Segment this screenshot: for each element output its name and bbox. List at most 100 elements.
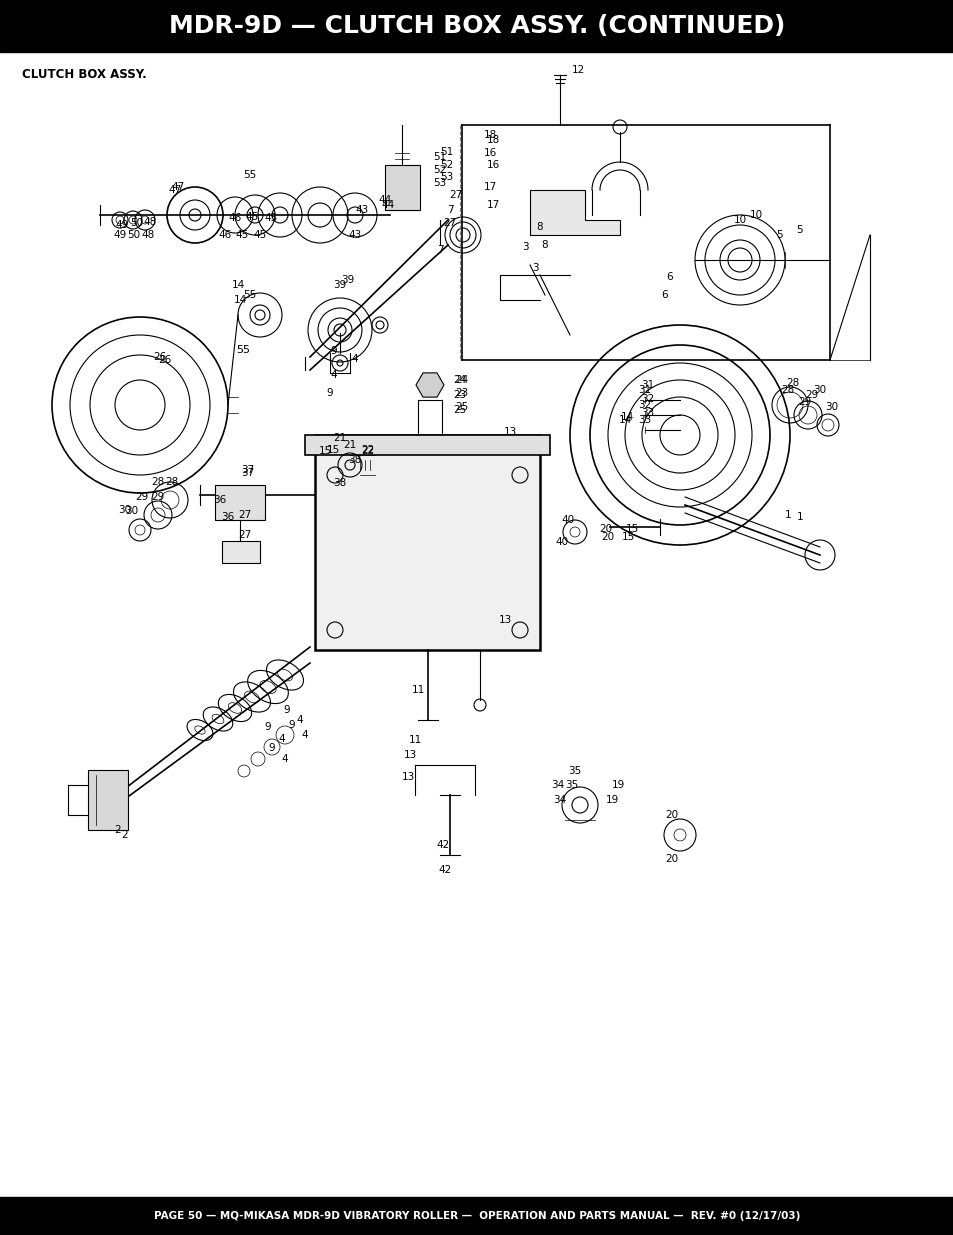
Text: 31: 31: [640, 380, 654, 390]
Text: 48: 48: [143, 217, 156, 227]
Text: 5: 5: [796, 225, 802, 235]
Text: 50: 50: [128, 230, 140, 240]
Text: 4: 4: [296, 715, 303, 725]
Text: 17: 17: [483, 182, 497, 191]
Text: 6: 6: [661, 290, 668, 300]
Text: 30: 30: [813, 385, 825, 395]
Text: 23: 23: [453, 390, 466, 400]
Text: 12: 12: [571, 65, 584, 75]
Text: 18: 18: [483, 130, 497, 140]
Text: 49: 49: [115, 220, 129, 230]
Text: 15: 15: [326, 445, 339, 454]
Text: 27: 27: [238, 510, 252, 520]
Text: 20: 20: [600, 532, 614, 542]
Text: 35: 35: [568, 766, 581, 776]
Text: 35: 35: [565, 781, 578, 790]
Text: 4: 4: [301, 730, 308, 740]
Text: 44: 44: [378, 195, 392, 205]
Text: 45: 45: [235, 230, 249, 240]
Text: 16: 16: [483, 148, 497, 158]
Text: 15: 15: [620, 532, 634, 542]
Text: 18: 18: [486, 135, 499, 144]
Text: 22: 22: [361, 446, 375, 456]
Text: 19: 19: [611, 781, 624, 790]
Text: 37: 37: [241, 466, 254, 475]
Text: 4: 4: [352, 354, 358, 364]
Text: 43: 43: [348, 230, 361, 240]
Text: 52: 52: [440, 161, 453, 170]
Text: 10: 10: [733, 215, 746, 225]
Text: 45: 45: [245, 212, 258, 222]
Text: 55: 55: [243, 170, 256, 180]
Text: 11: 11: [411, 685, 424, 695]
Text: 9: 9: [269, 743, 275, 753]
Text: 36: 36: [213, 495, 227, 505]
Polygon shape: [416, 373, 443, 398]
Text: 46: 46: [228, 212, 241, 224]
Polygon shape: [530, 190, 619, 235]
Text: 24: 24: [455, 375, 468, 385]
Text: 28: 28: [785, 378, 799, 388]
Text: 40: 40: [555, 537, 568, 547]
Text: 42: 42: [438, 864, 451, 876]
Bar: [0, 1197, 953, 1235]
Text: 26: 26: [158, 354, 172, 366]
Text: 32: 32: [640, 394, 654, 404]
Text: 25: 25: [453, 405, 466, 415]
Text: 42: 42: [436, 840, 449, 850]
Text: 8: 8: [537, 222, 543, 232]
Text: 30: 30: [824, 403, 838, 412]
Text: 9: 9: [283, 705, 290, 715]
Polygon shape: [88, 769, 128, 830]
Text: 49: 49: [113, 230, 127, 240]
Text: 13: 13: [497, 615, 511, 625]
Text: 2: 2: [114, 825, 121, 835]
Text: 33: 33: [640, 408, 654, 417]
Text: 9: 9: [289, 720, 295, 730]
Text: 28: 28: [165, 477, 178, 487]
Text: 36: 36: [221, 513, 234, 522]
Text: 29: 29: [152, 492, 165, 501]
Bar: [314, 435, 539, 650]
Text: 30: 30: [125, 506, 138, 516]
Text: 45: 45: [253, 230, 266, 240]
Text: 38: 38: [333, 478, 346, 488]
Text: 46: 46: [218, 230, 232, 240]
Text: 23: 23: [455, 388, 468, 398]
Text: 27: 27: [443, 219, 456, 228]
Text: 14: 14: [619, 412, 633, 422]
Text: 33: 33: [638, 415, 651, 425]
Text: 39: 39: [341, 275, 355, 285]
Text: 45: 45: [264, 212, 277, 224]
Text: 53: 53: [433, 178, 446, 188]
Text: 9: 9: [326, 388, 333, 398]
Text: 14: 14: [233, 295, 247, 305]
Text: 20: 20: [665, 853, 678, 864]
Text: 25: 25: [455, 403, 468, 412]
Text: 47: 47: [172, 182, 185, 191]
Text: 15: 15: [318, 446, 332, 456]
Text: 20: 20: [665, 810, 678, 820]
Text: 29: 29: [135, 492, 149, 501]
Text: 4: 4: [331, 370, 337, 380]
Text: 22: 22: [361, 445, 375, 454]
Text: 27: 27: [238, 530, 252, 540]
Text: 48: 48: [141, 230, 154, 240]
Text: 6: 6: [666, 272, 673, 282]
Text: 38: 38: [348, 454, 361, 466]
Text: 11: 11: [408, 735, 421, 745]
Text: PAGE 50 — MQ-MIKASA MDR-9D VIBRATORY ROLLER —  OPERATION AND PARTS MANUAL —  REV: PAGE 50 — MQ-MIKASA MDR-9D VIBRATORY ROL…: [153, 1212, 800, 1221]
Text: 21: 21: [333, 433, 346, 443]
Text: 4: 4: [278, 734, 285, 743]
Text: 27: 27: [449, 190, 462, 200]
Text: 39: 39: [333, 280, 346, 290]
Text: 50: 50: [131, 219, 143, 228]
Text: 5: 5: [776, 230, 782, 240]
Text: 9: 9: [264, 722, 271, 732]
Text: 13: 13: [403, 750, 416, 760]
Text: 7: 7: [436, 245, 443, 254]
Text: 24: 24: [453, 375, 466, 385]
Text: 34: 34: [551, 781, 564, 790]
Text: 15: 15: [625, 524, 638, 534]
Text: 14: 14: [618, 415, 631, 425]
